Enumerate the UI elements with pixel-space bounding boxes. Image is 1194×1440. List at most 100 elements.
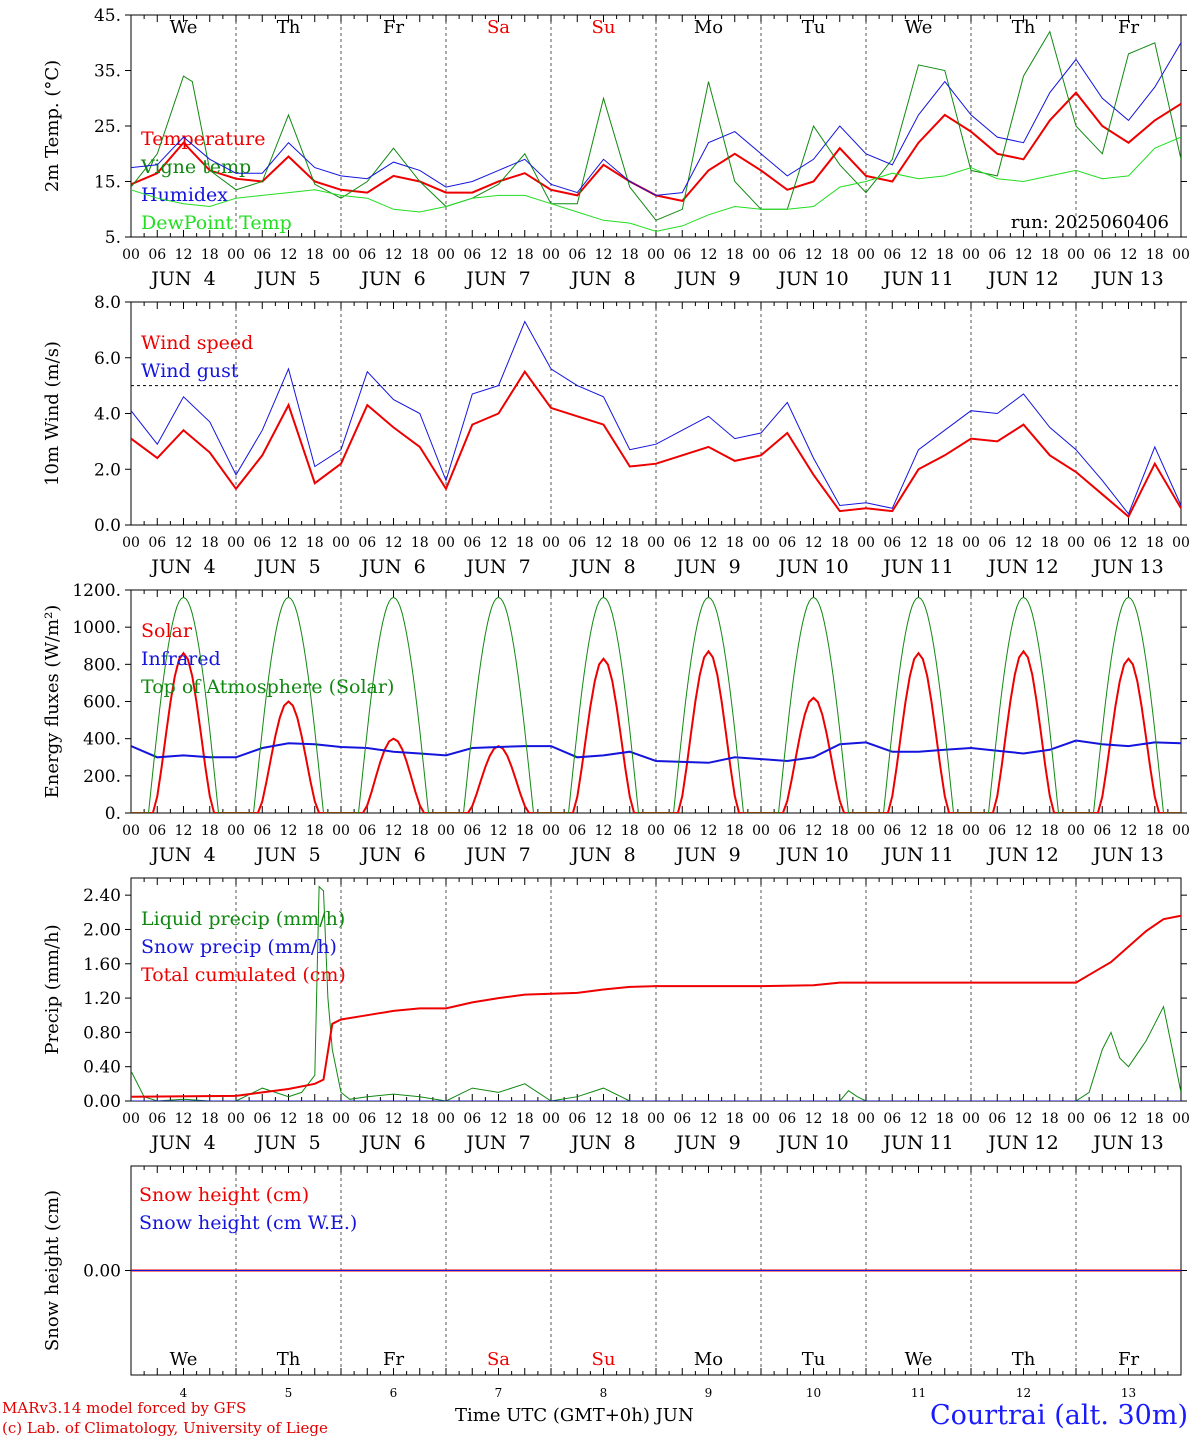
hour-tick-label: 18 bbox=[411, 823, 429, 839]
hour-tick-label: 00 bbox=[1067, 247, 1085, 263]
date-label: JUN 8 bbox=[569, 268, 635, 290]
hour-tick-label: 12 bbox=[910, 535, 928, 551]
weekday-label: Mo bbox=[694, 17, 723, 38]
hour-tick-label: 06 bbox=[463, 247, 481, 263]
hour-tick-label: 00 bbox=[227, 247, 245, 263]
date-label: JUN 6 bbox=[359, 268, 425, 290]
series-line-wind-gust bbox=[131, 320, 1181, 515]
hour-tick-label: 12 bbox=[280, 247, 298, 263]
legend-entry: Snow height (cm W.E.) bbox=[139, 1212, 357, 1234]
hour-tick-label: 12 bbox=[280, 823, 298, 839]
hour-tick-label: 18 bbox=[201, 1111, 219, 1127]
day-number-label: 6 bbox=[390, 1386, 398, 1400]
hour-tick-label: 06 bbox=[463, 535, 481, 551]
hour-tick-label: 12 bbox=[910, 1111, 928, 1127]
date-label: JUN 13 bbox=[1091, 1132, 1163, 1154]
hour-tick-label: 18 bbox=[831, 823, 849, 839]
hour-tick-label: 18 bbox=[726, 247, 744, 263]
hour-tick-label: 12 bbox=[175, 1111, 193, 1127]
hour-tick-label: 18 bbox=[516, 535, 534, 551]
series-line-solar bbox=[131, 649, 1181, 813]
hour-tick-label: 00 bbox=[647, 247, 665, 263]
hour-tick-label: 06 bbox=[778, 535, 796, 551]
weekday-label: Tu bbox=[802, 17, 826, 38]
y-tick-label: 0.0 bbox=[94, 516, 121, 536]
y-tick-label: 2.00 bbox=[83, 920, 121, 940]
series-line-liquid-precip-mm-h bbox=[131, 885, 1181, 1101]
hour-tick-label: 00 bbox=[542, 535, 560, 551]
hour-tick-label: 18 bbox=[201, 247, 219, 263]
date-label: JUN 7 bbox=[464, 268, 530, 290]
hour-tick-label: 06 bbox=[883, 535, 901, 551]
legend-entry: Snow height (cm) bbox=[139, 1184, 309, 1206]
hour-tick-label: 12 bbox=[595, 1111, 613, 1127]
weekday-label: Fr bbox=[383, 1349, 404, 1370]
hour-tick-label: 06 bbox=[673, 1111, 691, 1127]
weekday-label: Fr bbox=[1118, 1349, 1139, 1370]
weekday-label: Su bbox=[592, 17, 616, 38]
hour-tick-label: 00 bbox=[122, 1111, 140, 1127]
day-number-label: 11 bbox=[911, 1386, 926, 1400]
hour-tick-label: 12 bbox=[385, 247, 403, 263]
series-line-humidex bbox=[131, 42, 1181, 196]
hour-tick-label: 00 bbox=[647, 1111, 665, 1127]
y-tick-label: 1000. bbox=[72, 618, 121, 638]
hour-tick-label: 06 bbox=[358, 247, 376, 263]
hour-tick-label: 12 bbox=[385, 535, 403, 551]
hour-tick-label: 00 bbox=[437, 1111, 455, 1127]
y-tick-label: 5. bbox=[105, 228, 121, 248]
y-tick-label: 400. bbox=[83, 730, 121, 750]
hour-tick-label: 06 bbox=[148, 823, 166, 839]
hour-tick-label: 06 bbox=[778, 823, 796, 839]
date-label: JUN 4 bbox=[149, 268, 215, 290]
hour-tick-label: 06 bbox=[148, 535, 166, 551]
hour-tick-label: 12 bbox=[1120, 247, 1138, 263]
hour-tick-label: 12 bbox=[805, 535, 823, 551]
y-tick-label: 35. bbox=[94, 62, 121, 82]
hour-tick-label: 12 bbox=[805, 247, 823, 263]
date-label: JUN 12 bbox=[986, 844, 1058, 866]
hour-tick-label: 00 bbox=[332, 1111, 350, 1127]
plot-frame bbox=[130, 301, 1182, 526]
y-axis-label: 10m Wind (m/s) bbox=[42, 341, 63, 486]
date-label: JUN 6 bbox=[359, 1132, 425, 1154]
hour-tick-label: 12 bbox=[385, 1111, 403, 1127]
hour-tick-label: 18 bbox=[831, 247, 849, 263]
date-label: JUN 4 bbox=[149, 1132, 215, 1154]
y-tick-label: 25. bbox=[94, 117, 121, 137]
date-label: JUN 10 bbox=[776, 1132, 848, 1154]
legend-entry: Wind gust bbox=[141, 360, 239, 382]
hour-tick-label: 12 bbox=[700, 1111, 718, 1127]
series-line-total-cumulated-cm bbox=[131, 914, 1181, 1098]
hour-tick-label: 12 bbox=[700, 247, 718, 263]
hour-tick-label: 06 bbox=[358, 535, 376, 551]
date-label: JUN 4 bbox=[149, 844, 215, 866]
hour-tick-label: 12 bbox=[700, 535, 718, 551]
hour-tick-label: 00 bbox=[857, 535, 875, 551]
hour-tick-label: 00 bbox=[752, 535, 770, 551]
date-label: JUN 11 bbox=[881, 556, 953, 578]
hour-tick-label: 12 bbox=[1015, 1111, 1033, 1127]
hour-tick-label: 00 bbox=[1172, 823, 1190, 839]
day-number-label: 13 bbox=[1121, 1386, 1136, 1400]
hour-tick-label: 06 bbox=[568, 535, 586, 551]
hour-tick-label: 18 bbox=[621, 1111, 639, 1127]
hour-tick-label: 06 bbox=[253, 535, 271, 551]
hour-tick-label: 06 bbox=[883, 1111, 901, 1127]
weekday-label: We bbox=[170, 1349, 198, 1370]
hour-tick-label: 00 bbox=[647, 535, 665, 551]
hour-tick-label: 00 bbox=[1067, 535, 1085, 551]
hour-tick-label: 00 bbox=[1067, 823, 1085, 839]
date-label: JUN 5 bbox=[254, 844, 320, 866]
legend-entry: Vigne temp bbox=[140, 156, 251, 178]
legend-entry: DewPoint Temp bbox=[141, 212, 292, 234]
hour-tick-label: 12 bbox=[1120, 1111, 1138, 1127]
date-label: JUN 12 bbox=[986, 1132, 1058, 1154]
day-number-label: 5 bbox=[285, 1386, 293, 1400]
day-number-label: 9 bbox=[705, 1386, 713, 1400]
y-axis-label: Snow height (cm) bbox=[42, 1190, 63, 1351]
y-tick-label: 0.00 bbox=[83, 1092, 121, 1112]
hour-tick-label: 00 bbox=[437, 823, 455, 839]
hour-tick-label: 06 bbox=[1093, 247, 1111, 263]
hour-tick-label: 18 bbox=[411, 535, 429, 551]
